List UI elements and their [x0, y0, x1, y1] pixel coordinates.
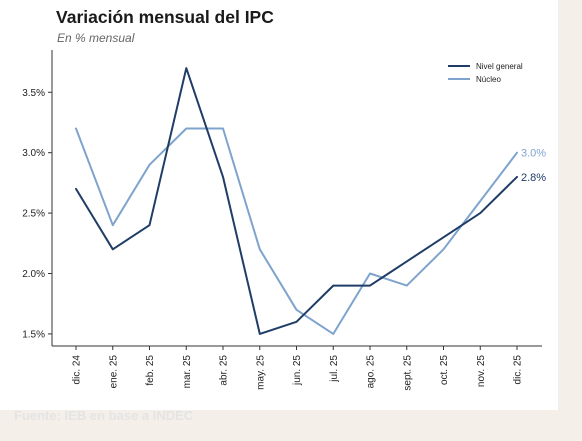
y-tick-label: 1.5% [22, 329, 45, 340]
x-tick-label: dic. 25 [513, 355, 524, 385]
chart-card: Variación mensual del IPC En % mensual 1… [0, 0, 559, 410]
chart-title: Variación mensual del IPC [56, 7, 274, 27]
legend-label: Nivel general [476, 62, 523, 71]
x-tick-label: dic. 24 [72, 355, 83, 385]
series-line-nivel-general [75, 67, 518, 335]
y-tick-label: 3.0% [22, 148, 45, 159]
x-tick-label: jul. 25 [329, 355, 340, 383]
x-tick-label: ago. 25 [366, 355, 377, 389]
x-tick-label: ene. 25 [108, 355, 119, 389]
end-value-label: 2.8% [521, 172, 546, 184]
chart-subtitle: En % mensual [57, 31, 135, 45]
y-tick-label: 2.5% [22, 209, 45, 220]
x-tick-label: nov. 25 [476, 355, 487, 387]
legend-label: Núcleo [476, 75, 501, 84]
x-tick-label: sept. 25 [402, 355, 413, 391]
source-note: Fuente: IEB en base a INDEC [14, 408, 194, 423]
x-tick-label: feb. 25 [145, 355, 156, 386]
series-line-nucleo [75, 127, 518, 335]
x-tick-label: abr. 25 [219, 355, 230, 386]
x-tick-label: oct. 25 [439, 355, 450, 385]
line-chart: 1.5% 2.0% 2.5% 3.0% 3.5% dic. 24 ene. 25 feb. 2… [22, 50, 546, 391]
x-tick-label: jun. 25 [292, 355, 303, 386]
x-tick-label: may. 25 [255, 355, 266, 390]
x-tick-label: mar. 25 [182, 355, 193, 389]
end-value-label: 3.0% [521, 148, 546, 160]
y-tick-label: 2.0% [22, 269, 45, 280]
y-tick-label: 3.5% [22, 88, 45, 99]
